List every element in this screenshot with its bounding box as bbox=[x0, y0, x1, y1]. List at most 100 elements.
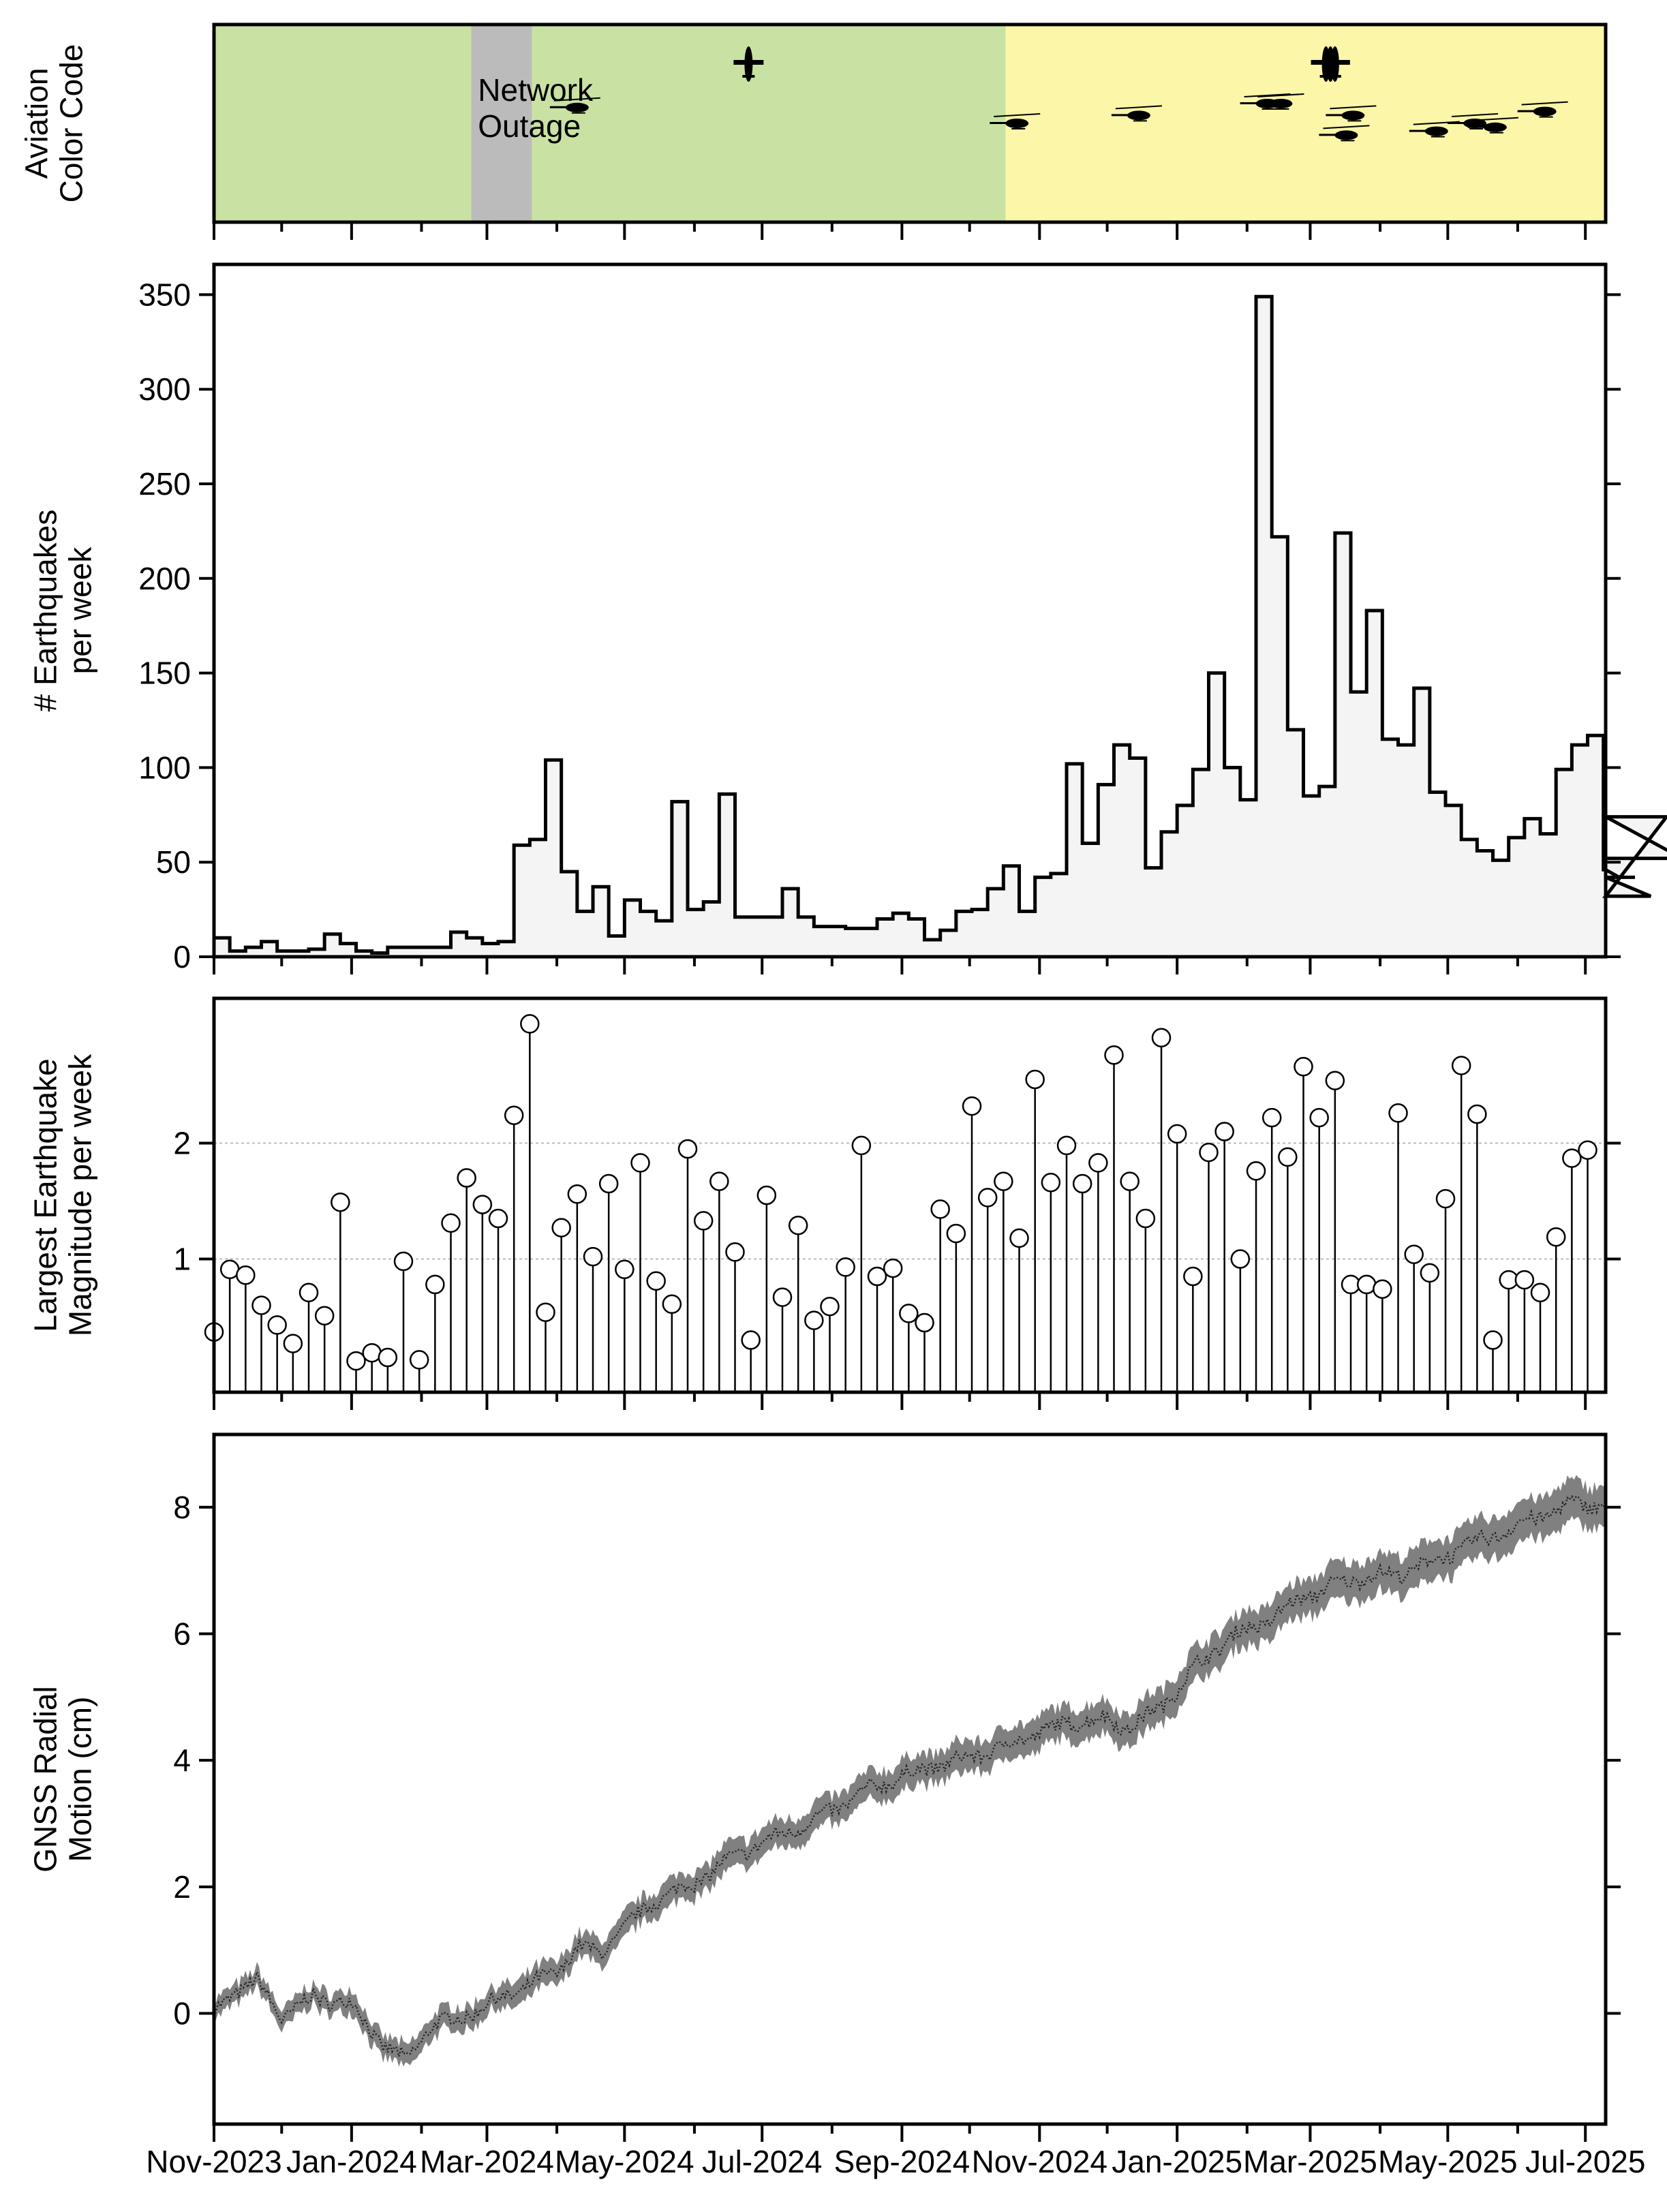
weekly-count-bar bbox=[1493, 860, 1509, 957]
magnitude-point bbox=[709, 1171, 729, 1191]
magnitude-stem bbox=[820, 1296, 840, 1392]
weekly-count-bar bbox=[1161, 832, 1177, 957]
magnitude-point bbox=[551, 1218, 571, 1238]
weekly-count-bar bbox=[656, 921, 672, 957]
helicopter-icon bbox=[1448, 113, 1499, 129]
magnitude-point bbox=[583, 1246, 603, 1267]
magnitude-point bbox=[1388, 1103, 1408, 1123]
magnitude-stem bbox=[709, 1171, 729, 1392]
magnitude-point bbox=[693, 1211, 714, 1231]
magnitude-point bbox=[1230, 1249, 1251, 1269]
weekly-count-bar bbox=[814, 927, 829, 957]
magnitude-point bbox=[1088, 1153, 1108, 1173]
magnitude-stem bbox=[1230, 1249, 1251, 1392]
magnitude-stem bbox=[615, 1259, 634, 1392]
magnitude-stem bbox=[441, 1213, 461, 1392]
magnitude-stem bbox=[1088, 1153, 1108, 1392]
weekly-count-bar bbox=[1588, 735, 1604, 957]
weekly-count-bar bbox=[1240, 800, 1256, 957]
weekly-count-bar bbox=[1398, 745, 1414, 957]
magnitude-stem bbox=[867, 1266, 887, 1392]
color-code-segment bbox=[471, 25, 532, 222]
magnitude-point bbox=[962, 1096, 982, 1116]
magnitude-point bbox=[804, 1310, 824, 1330]
y-tick-label: 250 bbox=[138, 466, 191, 502]
network-outage-label: Network Outage bbox=[478, 72, 594, 144]
magnitude-stem bbox=[488, 1208, 508, 1392]
magnitude-point bbox=[1562, 1148, 1582, 1168]
weekly-count-bar bbox=[1272, 537, 1287, 957]
helicopter-icon bbox=[1467, 117, 1518, 134]
magnitude-stem bbox=[425, 1274, 445, 1392]
weekly-count-bar bbox=[1256, 296, 1272, 957]
weekly-count-bar bbox=[1304, 796, 1319, 957]
magnitude-point bbox=[520, 1014, 540, 1034]
weekly-count-bar bbox=[1177, 805, 1193, 957]
weekly-count-bar bbox=[1477, 851, 1493, 957]
weekly-count-bar bbox=[1035, 877, 1051, 957]
magnitude-point bbox=[867, 1266, 887, 1287]
magnitude-stem bbox=[1499, 1270, 1518, 1392]
magnitude-stem bbox=[1151, 1028, 1172, 1392]
magnitude-stem bbox=[567, 1184, 587, 1392]
x-tick-label: Nov-2023 bbox=[146, 2144, 281, 2179]
weekly-count-bar bbox=[498, 942, 514, 957]
magnitude-stem bbox=[536, 1302, 555, 1392]
magnitude-point bbox=[378, 1347, 398, 1368]
magnitude-stem bbox=[314, 1306, 335, 1392]
magnitude-point bbox=[425, 1274, 445, 1295]
magnitude-point bbox=[630, 1153, 650, 1173]
magnitude-point bbox=[883, 1258, 903, 1278]
x-tick-label: Sep-2024 bbox=[834, 2144, 970, 2179]
magnitude-stem bbox=[1261, 1107, 1282, 1392]
gnss-radial-motion-panel: 0 2 4 6 8 GNSS RadialMotion (cm) bbox=[28, 1432, 1621, 2142]
magnitude-point bbox=[251, 1295, 271, 1315]
magnitude-point bbox=[1261, 1107, 1282, 1128]
y-tick-label: 1 bbox=[173, 1242, 191, 1277]
magnitude-point bbox=[1435, 1188, 1456, 1209]
magnitude-point bbox=[1294, 1057, 1313, 1077]
weekly-count-bar bbox=[1319, 786, 1335, 957]
magnitude-point bbox=[1056, 1135, 1077, 1156]
weekly-count-bar bbox=[956, 911, 972, 957]
magnitude-stem bbox=[1546, 1227, 1566, 1392]
weekly-count-bar bbox=[1509, 838, 1525, 957]
x-tick-label: Jul-2024 bbox=[702, 2144, 822, 2179]
x-axis-tick-labels: Nov-2023 Jan-2024 Mar-2024 May-2024 Jul-2024… bbox=[146, 2144, 1645, 2179]
magnitude-point bbox=[994, 1171, 1013, 1191]
magnitude-point bbox=[1214, 1122, 1234, 1141]
weekly-count-bar bbox=[1414, 688, 1430, 957]
magnitude-stem bbox=[1167, 1124, 1187, 1392]
magnitude-point bbox=[1373, 1279, 1392, 1299]
magnitude-stem bbox=[331, 1192, 350, 1392]
magnitude-stem bbox=[267, 1315, 287, 1392]
y-tick-label: 8 bbox=[173, 1490, 191, 1525]
y-tick-label: 200 bbox=[138, 561, 191, 596]
weekly-count-bar bbox=[562, 872, 577, 957]
magnitude-stem bbox=[299, 1282, 319, 1392]
weekly-count-bar bbox=[1098, 784, 1114, 957]
weekly-count-bar bbox=[483, 944, 498, 957]
magnitude-stem bbox=[1135, 1208, 1156, 1392]
magnitude-point bbox=[677, 1139, 698, 1159]
weekly-count-bar bbox=[1114, 745, 1130, 957]
magnitude-stem bbox=[930, 1199, 950, 1392]
weekly-count-bar bbox=[1020, 911, 1035, 957]
weekly-count-bar bbox=[530, 840, 545, 957]
y-tick-label: 0 bbox=[173, 1996, 191, 2031]
largest-magnitude-panel: 1 2 Largest EarthquakeMagnitude per week bbox=[28, 996, 1621, 1410]
weekly-count-bar bbox=[798, 917, 814, 957]
magnitude-point bbox=[598, 1173, 619, 1194]
magnitude-stem bbox=[1388, 1103, 1408, 1392]
weekly-count-bar bbox=[577, 911, 593, 957]
weekly-count-bar bbox=[1556, 769, 1572, 957]
weekly-count-bar bbox=[1351, 692, 1366, 957]
weekly-count-bar bbox=[1446, 805, 1461, 957]
magnitude-stem bbox=[1578, 1140, 1597, 1392]
histogram-steps bbox=[212, 294, 1667, 957]
magnitude-point bbox=[1404, 1244, 1424, 1264]
earthquakes-ylabel: # Earthquakesper week bbox=[28, 510, 98, 712]
magnitude-stem bbox=[994, 1171, 1013, 1392]
magnitude-stem bbox=[662, 1294, 682, 1392]
